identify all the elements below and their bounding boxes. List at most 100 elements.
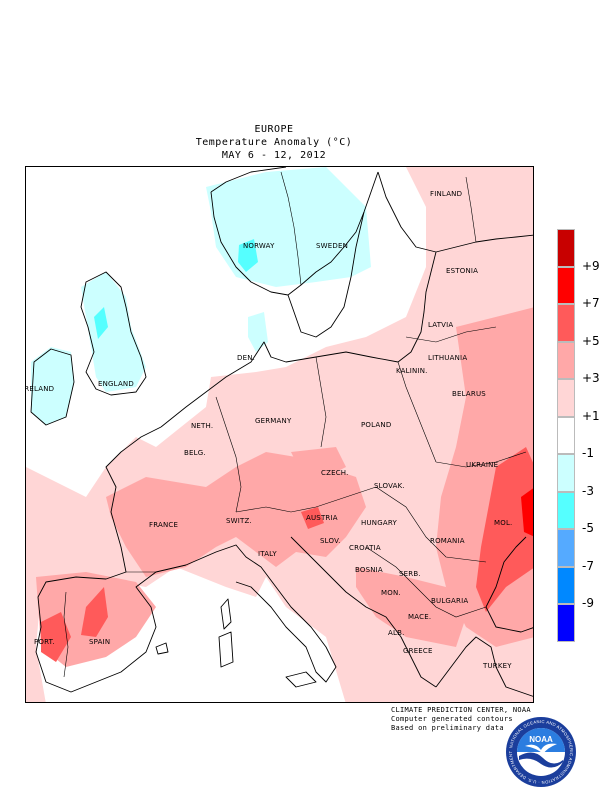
country-label-italy: ITALY	[258, 550, 277, 558]
warm-3-5-central	[106, 452, 366, 577]
warm-5-7-east	[476, 447, 533, 612]
country-label-switzerland: SWITZ.	[226, 517, 252, 525]
logo-wordmark: NOAA	[529, 735, 553, 744]
credit-line-2: Computer generated contours	[391, 715, 513, 723]
coast-continent-north	[160, 341, 399, 428]
credit-line-1: CLIMATE PREDICTION CENTER, NOAA	[391, 706, 531, 714]
country-label-turkey: TURKEY	[483, 662, 512, 670]
coast-mediterranean	[185, 544, 337, 683]
coast-balearic	[155, 642, 169, 655]
country-label-belgium: BELG.	[184, 449, 206, 457]
border-alps	[235, 486, 377, 513]
coast-black-sea	[485, 536, 533, 633]
legend-swatch	[557, 604, 575, 642]
country-label-norway: NORWAY	[243, 242, 275, 250]
cool-3-5-scotland	[94, 307, 108, 339]
coast-baltics	[397, 251, 437, 363]
country-label-bulgaria: BULGARIA	[431, 597, 469, 605]
color-legend	[557, 229, 575, 642]
anomaly-map: FINLAND NORWAY SWEDEN ESTONIA LATVIA DEN…	[25, 166, 534, 703]
legend-tick-label: +5	[582, 333, 600, 348]
country-label-austria: AUSTRIA	[306, 514, 338, 522]
border-finland-russia	[465, 176, 477, 243]
border-es-fr	[126, 564, 187, 573]
legend-tick-label: -1	[582, 446, 594, 460]
country-label-albania: ALB.	[388, 629, 405, 637]
legend-tick-label: -9	[582, 596, 594, 610]
border-layer	[63, 171, 527, 678]
country-label-montenegro: MON.	[381, 589, 401, 597]
cool-1-3-britain	[81, 272, 146, 392]
country-label-slovakia: SLOVAK.	[374, 482, 405, 490]
warm-5-7-spain	[81, 587, 108, 637]
legend-swatch	[557, 379, 575, 417]
border-hu-ro	[375, 486, 487, 563]
legend-swatch	[557, 454, 575, 492]
cool-3-5-norway	[238, 239, 258, 272]
map-canvas	[26, 167, 533, 702]
country-label-lithuania: LITHUANIA	[428, 354, 468, 362]
coast-sardinia	[218, 631, 234, 668]
country-label-moldova: MOL.	[494, 519, 513, 527]
country-label-ukraine: UKRAINE	[466, 461, 499, 469]
country-label-macedonia: MACE.	[408, 613, 432, 621]
warm-5-7-austria	[301, 507, 324, 529]
border-de-pl	[315, 356, 327, 448]
legend-swatch	[557, 529, 575, 567]
legend-swatch	[557, 566, 575, 604]
country-label-estonia: ESTONIA	[446, 267, 479, 275]
warm-5-7-iberia	[41, 612, 71, 662]
country-label-poland: POLAND	[361, 421, 392, 429]
coast-adriatic	[290, 536, 437, 688]
coast-britain	[80, 271, 147, 396]
country-label-denmark: DEN.	[237, 354, 256, 362]
period-label: MAY 6 - 12, 2012	[221, 150, 327, 161]
country-label-france: FRANCE	[149, 521, 179, 529]
country-label-kaliningrad: KALININ.	[396, 367, 428, 375]
country-label-croatia: CROATIA	[349, 544, 381, 552]
legend-swatch	[557, 491, 575, 529]
legend-swatch	[557, 229, 575, 267]
country-label-bosnia: BOSNIA	[355, 566, 383, 574]
legend-tick-label: -3	[582, 483, 594, 498]
legend-swatch	[557, 266, 575, 304]
region-title: EUROPE	[254, 124, 294, 135]
border-pt-es	[63, 591, 69, 678]
country-label-ireland: IRELAND	[25, 385, 55, 393]
noaa-logo: NOAA NATIONAL OCEANIC AND ATMOSPHERIC AD…	[505, 716, 576, 787]
legend-swatch	[557, 416, 575, 454]
border-balkans	[365, 546, 487, 618]
cool-1-3-denmark	[248, 312, 268, 352]
coast-sicily	[285, 671, 317, 688]
legend-tick-label: -7	[582, 558, 594, 573]
coast-france-west	[35, 426, 187, 693]
coast-aegean	[435, 636, 533, 697]
country-label-hungary: HUNGARY	[361, 519, 397, 527]
map-title: Temperature Anomaly (°C)	[195, 137, 353, 148]
country-label-romania: ROMANIA	[430, 537, 465, 545]
legend-tick-label: -5	[582, 521, 594, 535]
legend-tick-label: +7	[582, 296, 600, 310]
country-label-greece: GREECE	[403, 647, 433, 655]
warm-7-9-moldova	[521, 488, 533, 537]
coast-corsica	[220, 598, 232, 630]
legend-tick-label: +1	[582, 408, 600, 423]
coast-ireland	[30, 348, 75, 426]
logo-gull-icon	[525, 743, 557, 754]
border-by-lt	[405, 326, 497, 343]
map-header: EUROPE Temperature Anomaly (°C) MAY 6 - …	[0, 123, 548, 162]
cool-1-3-scandinavia	[206, 167, 371, 287]
warm-3-5-czech	[291, 447, 346, 477]
border-fr-de	[215, 396, 242, 513]
border-norway-sweden	[280, 171, 302, 286]
anomaly-fill-layer	[26, 167, 533, 702]
country-label-netherlands: NETH.	[191, 422, 214, 430]
country-label-england: ENGLAND	[98, 380, 134, 388]
country-label-spain: SPAIN	[89, 638, 111, 646]
legend-swatch	[557, 341, 575, 379]
country-label-serbia: SERB.	[399, 570, 421, 578]
country-label-germany: GERMANY	[255, 417, 292, 425]
legend-tick-label: +9	[582, 258, 600, 273]
legend-swatch	[557, 304, 575, 342]
warm-3-5-balkans	[356, 567, 466, 647]
